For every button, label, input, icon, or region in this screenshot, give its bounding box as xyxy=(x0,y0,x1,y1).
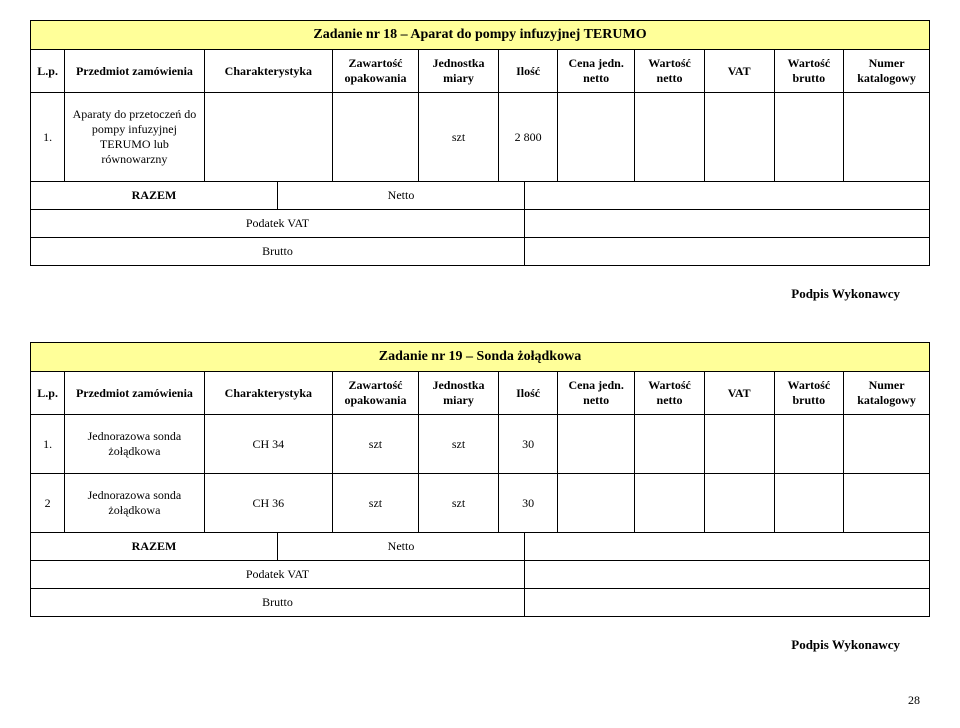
summary-brutto-label: Brutto xyxy=(31,589,525,617)
task18-title: Zadanie nr 18 – Aparat do pompy infuzyjn… xyxy=(31,21,930,50)
task18-table: Zadanie nr 18 – Aparat do pompy infuzyjn… xyxy=(30,20,930,182)
summary-netto-value xyxy=(525,182,930,210)
signature-text: Podpis Wykonawcy xyxy=(30,286,900,302)
summary-brutto-label: Brutto xyxy=(31,238,525,266)
cell-cena xyxy=(558,415,635,474)
hdr-przedmiot: Przedmiot zamówienia xyxy=(65,50,204,93)
cell-wn xyxy=(635,415,705,474)
cell-ilosc: 30 xyxy=(499,415,558,474)
header-row: L.p. Przedmiot zamówienia Charakterystyk… xyxy=(31,50,930,93)
summary-netto-label: Netto xyxy=(278,182,525,210)
cell-char: CH 34 xyxy=(204,415,333,474)
summary-netto-value xyxy=(525,533,930,561)
hdr-num: Numer katalogowy xyxy=(844,372,930,415)
cell-jedn: szt xyxy=(418,415,498,474)
task19-summary: RAZEM Netto Podatek VAT Brutto xyxy=(30,533,930,617)
cell-przedmiot: Aparaty do przetoczeń do pompy infuzyjne… xyxy=(65,93,204,182)
header-row: L.p. Przedmiot zamówienia Charakterystyk… xyxy=(31,372,930,415)
hdr-ilosc: Ilość xyxy=(499,50,558,93)
task18-summary: RAZEM Netto Podatek VAT Brutto xyxy=(30,182,930,266)
summary-brutto-value xyxy=(525,238,930,266)
cell-przedmiot: Jednorazowa sonda żołądkowa xyxy=(65,474,204,533)
summary-razem-label: RAZEM xyxy=(31,182,278,210)
hdr-vat: VAT xyxy=(704,372,774,415)
cell-wb xyxy=(774,474,844,533)
cell-ilosc: 2 800 xyxy=(499,93,558,182)
task18-title-row: Zadanie nr 18 – Aparat do pompy infuzyjn… xyxy=(31,21,930,50)
cell-wn xyxy=(635,93,705,182)
cell-num xyxy=(844,415,930,474)
cell-zaw xyxy=(333,93,419,182)
cell-char: CH 36 xyxy=(204,474,333,533)
hdr-przedmiot: Przedmiot zamówienia xyxy=(65,372,204,415)
hdr-char: Charakterystyka xyxy=(204,372,333,415)
cell-wb xyxy=(774,93,844,182)
hdr-char: Charakterystyka xyxy=(204,50,333,93)
cell-ilosc: 30 xyxy=(499,474,558,533)
signature-text: Podpis Wykonawcy xyxy=(30,637,900,653)
hdr-vat: VAT xyxy=(704,50,774,93)
hdr-wb: Wartość brutto xyxy=(774,50,844,93)
hdr-cena: Cena jedn. netto xyxy=(558,372,635,415)
hdr-wn: Wartość netto xyxy=(635,372,705,415)
summary-netto-label: Netto xyxy=(278,533,525,561)
cell-char xyxy=(204,93,333,182)
summary-row-brutto: Brutto xyxy=(31,589,930,617)
cell-lp: 1. xyxy=(31,93,65,182)
hdr-num: Numer katalogowy xyxy=(844,50,930,93)
cell-vat xyxy=(704,415,774,474)
table-row: 2 Jednorazowa sonda żołądkowa CH 36 szt … xyxy=(31,474,930,533)
summary-razem-label: RAZEM xyxy=(31,533,278,561)
summary-brutto-value xyxy=(525,589,930,617)
summary-podatek-value xyxy=(525,561,930,589)
cell-cena xyxy=(558,93,635,182)
cell-vat xyxy=(704,93,774,182)
hdr-zaw: Zawartość opakowania xyxy=(333,372,419,415)
cell-przedmiot: Jednorazowa sonda żołądkowa xyxy=(65,415,204,474)
task19-title: Zadanie nr 19 – Sonda żołądkowa xyxy=(31,343,930,372)
task19-title-row: Zadanie nr 19 – Sonda żołądkowa xyxy=(31,343,930,372)
cell-num xyxy=(844,474,930,533)
summary-row-podatek: Podatek VAT xyxy=(31,561,930,589)
cell-jedn: szt xyxy=(418,474,498,533)
hdr-jedn: Jednostka miary xyxy=(418,50,498,93)
hdr-wb: Wartość brutto xyxy=(774,372,844,415)
cell-zaw: szt xyxy=(333,474,419,533)
cell-num xyxy=(844,93,930,182)
summary-row-brutto: Brutto xyxy=(31,238,930,266)
summary-row-razem: RAZEM Netto xyxy=(31,533,930,561)
summary-row-podatek: Podatek VAT xyxy=(31,210,930,238)
summary-podatek-label: Podatek VAT xyxy=(31,210,525,238)
table-row: 1. Jednorazowa sonda żołądkowa CH 34 szt… xyxy=(31,415,930,474)
hdr-jedn: Jednostka miary xyxy=(418,372,498,415)
summary-podatek-label: Podatek VAT xyxy=(31,561,525,589)
summary-podatek-value xyxy=(525,210,930,238)
hdr-lp: L.p. xyxy=(31,50,65,93)
hdr-ilosc: Ilość xyxy=(499,372,558,415)
cell-wn xyxy=(635,474,705,533)
hdr-cena: Cena jedn. netto xyxy=(558,50,635,93)
hdr-zaw: Zawartość opakowania xyxy=(333,50,419,93)
cell-lp: 2 xyxy=(31,474,65,533)
cell-wb xyxy=(774,415,844,474)
summary-row-razem: RAZEM Netto xyxy=(31,182,930,210)
hdr-wn: Wartość netto xyxy=(635,50,705,93)
cell-cena xyxy=(558,474,635,533)
page-number: 28 xyxy=(30,693,930,708)
hdr-lp: L.p. xyxy=(31,372,65,415)
task19-table: Zadanie nr 19 – Sonda żołądkowa L.p. Prz… xyxy=(30,342,930,533)
cell-vat xyxy=(704,474,774,533)
cell-lp: 1. xyxy=(31,415,65,474)
cell-jedn: szt xyxy=(418,93,498,182)
table-row: 1. Aparaty do przetoczeń do pompy infuzy… xyxy=(31,93,930,182)
cell-zaw: szt xyxy=(333,415,419,474)
